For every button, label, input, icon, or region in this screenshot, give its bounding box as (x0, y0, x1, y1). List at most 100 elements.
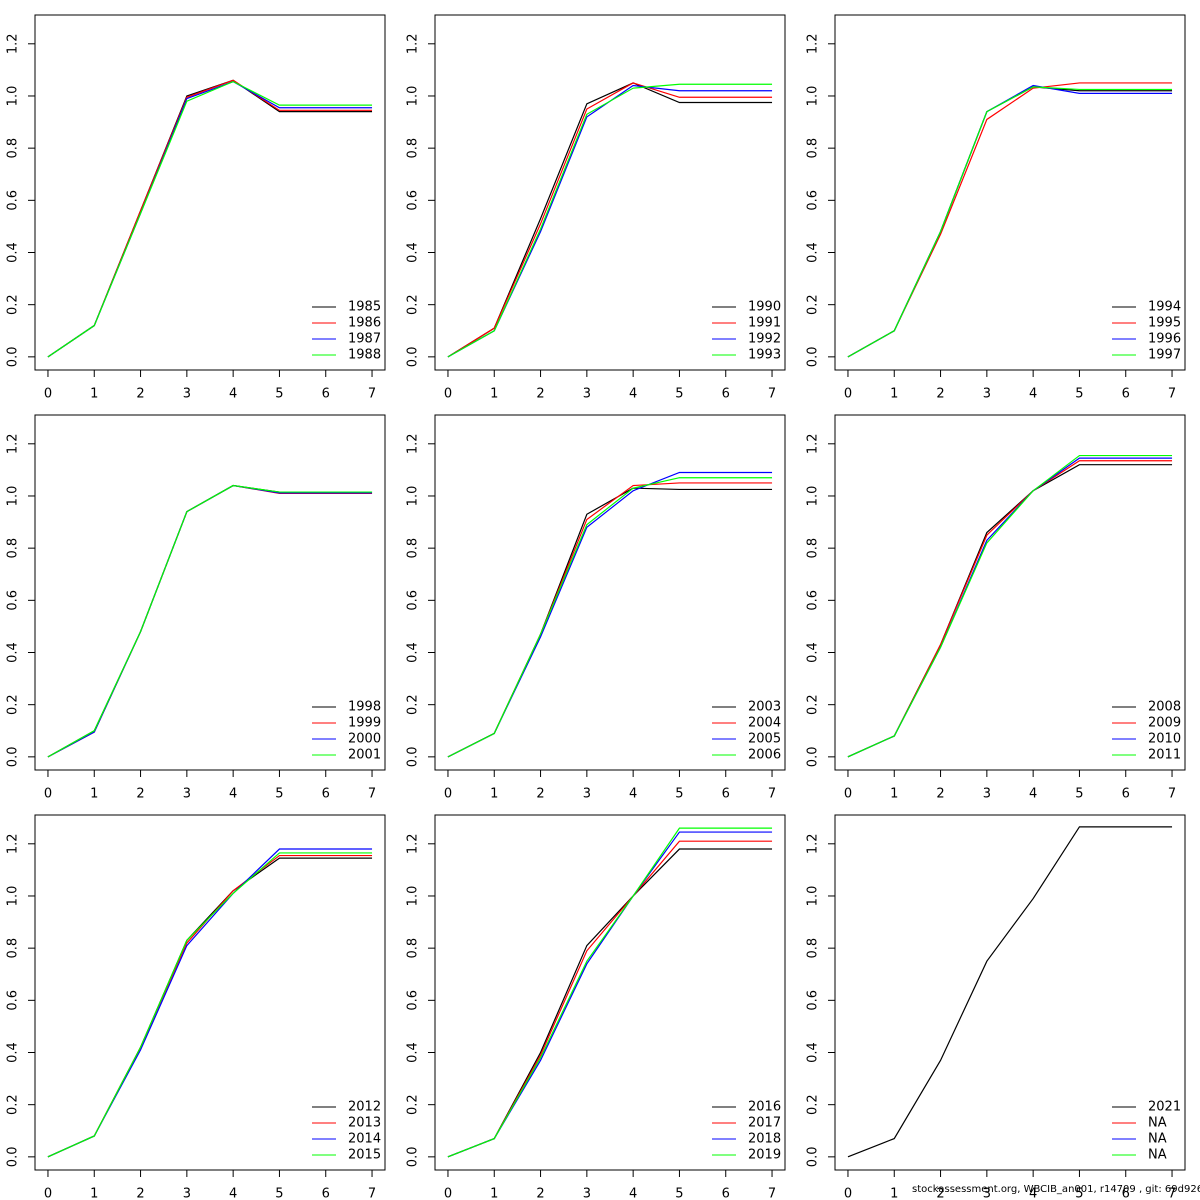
y-tick-label: 1.0 (806, 886, 821, 907)
y-tick-label: 0.6 (6, 590, 21, 611)
y-tick-label: 1.2 (806, 433, 821, 454)
series-line (847, 84, 1173, 358)
series-line (447, 840, 773, 1158)
x-tick-label: 5 (1075, 387, 1083, 402)
x-tick-label: 2 (936, 1187, 944, 1200)
x-tick-label: 7 (368, 387, 376, 402)
x-tick-label: 1 (90, 387, 98, 402)
y-tick-label: 0.8 (6, 138, 21, 159)
series-line (47, 852, 373, 1158)
plot-frame (34, 814, 386, 1171)
x-tick-label: 7 (768, 387, 776, 402)
legend-label: 2015 (348, 1148, 381, 1163)
y-tick-label: 0.4 (806, 242, 821, 263)
x-tick-label: 7 (368, 1187, 376, 1200)
x-tick-label: 2 (536, 387, 544, 402)
x-tick-label: 3 (583, 387, 591, 402)
x-tick-label: 4 (629, 387, 637, 402)
legend-label: 2019 (748, 1148, 781, 1163)
y-tick-label: 1.2 (806, 833, 821, 854)
series-line (47, 79, 373, 358)
y-tick-label: 0.4 (406, 642, 421, 663)
y-tick-label: 0.4 (6, 242, 21, 263)
y-tick-label: 1.0 (6, 486, 21, 507)
x-tick-label: 0 (444, 1187, 452, 1200)
plot-frame (834, 814, 1186, 1171)
legend-label: 1997 (1148, 348, 1181, 363)
y-tick-label: 0.6 (806, 990, 821, 1011)
x-tick-label: 7 (1168, 387, 1176, 402)
legend-label: 2009 (1148, 716, 1181, 731)
legend-label: 2003 (748, 700, 781, 715)
y-tick-label: 1.2 (406, 433, 421, 454)
series-line (447, 82, 773, 358)
series-line (847, 457, 1173, 758)
y-tick-label: 1.2 (806, 33, 821, 54)
x-tick-label: 0 (444, 787, 452, 802)
y-tick-label: 0.0 (806, 1147, 821, 1168)
y-tick-label: 0.6 (6, 990, 21, 1011)
series-line (47, 79, 373, 358)
x-tick-label: 6 (1122, 387, 1130, 402)
legend-label: 2021 (1148, 1100, 1181, 1115)
series-line (447, 831, 773, 1158)
legend-label: 1993 (748, 348, 781, 363)
plot-frame (834, 414, 1186, 771)
legend-label: 2001 (348, 748, 381, 763)
x-tick-label: 1 (490, 1187, 498, 1200)
legend-label: 1985 (348, 300, 381, 315)
y-tick-label: 0.2 (406, 1094, 421, 1115)
series-line (47, 80, 373, 358)
y-tick-label: 0.8 (806, 938, 821, 959)
y-tick-label: 0.2 (6, 694, 21, 715)
x-tick-label: 6 (722, 1187, 730, 1200)
y-tick-label: 1.2 (406, 833, 421, 854)
y-tick-label: 0.8 (406, 538, 421, 559)
x-tick-label: 5 (675, 787, 683, 802)
legend-label: 1988 (348, 348, 381, 363)
y-tick-label: 0.4 (806, 642, 821, 663)
plot-frame (834, 14, 1186, 371)
plot-frame (34, 14, 386, 371)
y-tick-label: 0.2 (806, 1094, 821, 1115)
x-tick-label: 5 (675, 387, 683, 402)
x-tick-label: 1 (890, 1187, 898, 1200)
x-tick-label: 2 (136, 387, 144, 402)
y-tick-label: 1.0 (406, 886, 421, 907)
y-tick-label: 0.0 (406, 1147, 421, 1168)
legend-label: 1998 (348, 700, 381, 715)
plot-frame (434, 414, 786, 771)
y-tick-label: 1.0 (806, 486, 821, 507)
plot-frame (434, 814, 786, 1171)
plot-frame (34, 414, 386, 771)
x-tick-label: 2 (536, 787, 544, 802)
y-tick-label: 0.0 (806, 347, 821, 368)
x-tick-label: 4 (1029, 787, 1037, 802)
x-tick-label: 3 (583, 1187, 591, 1200)
legend-label: NA (1148, 1132, 1167, 1147)
y-tick-label: 0.6 (406, 190, 421, 211)
x-tick-label: 1 (890, 387, 898, 402)
x-tick-label: 5 (275, 1187, 283, 1200)
x-tick-label: 4 (1029, 387, 1037, 402)
legend-label: 1999 (348, 716, 381, 731)
legend-label: 2010 (1148, 732, 1181, 747)
x-tick-label: 6 (322, 387, 330, 402)
x-tick-label: 6 (322, 787, 330, 802)
x-tick-label: 4 (229, 787, 237, 802)
x-tick-label: 0 (444, 387, 452, 402)
x-tick-label: 1 (90, 1187, 98, 1200)
series-line (47, 857, 373, 1158)
y-tick-label: 0.2 (6, 1094, 21, 1115)
y-tick-label: 0.0 (6, 1147, 21, 1168)
y-tick-label: 0.6 (406, 590, 421, 611)
x-tick-label: 4 (629, 787, 637, 802)
x-tick-label: 4 (1029, 1187, 1037, 1200)
series-line (447, 83, 773, 358)
x-tick-label: 7 (768, 787, 776, 802)
legend-label: 2012 (348, 1100, 381, 1115)
series-line (847, 82, 1173, 358)
x-tick-label: 3 (983, 387, 991, 402)
x-tick-label: 7 (1168, 787, 1176, 802)
